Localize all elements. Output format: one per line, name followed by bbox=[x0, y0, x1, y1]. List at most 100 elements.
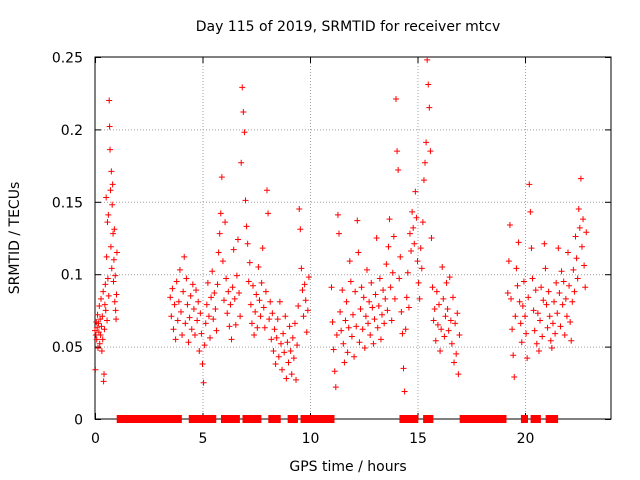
data-point bbox=[452, 320, 459, 327]
data-point bbox=[178, 308, 184, 315]
zero-value-bar bbox=[268, 415, 281, 423]
data-point bbox=[109, 181, 116, 188]
data-point bbox=[445, 327, 452, 334]
data-point bbox=[436, 301, 442, 308]
data-point bbox=[426, 104, 433, 111]
data-point bbox=[385, 243, 392, 250]
x-tick-label: 10 bbox=[302, 431, 320, 447]
data-point bbox=[100, 288, 107, 295]
zero-value-bar bbox=[399, 415, 419, 423]
data-point bbox=[345, 324, 352, 331]
data-point bbox=[578, 243, 585, 250]
data-point bbox=[194, 317, 201, 324]
data-point bbox=[414, 258, 421, 265]
data-point bbox=[301, 281, 308, 288]
data-point bbox=[251, 332, 258, 339]
data-point bbox=[554, 310, 561, 317]
data-point bbox=[298, 265, 305, 272]
data-point bbox=[526, 181, 533, 188]
data-point bbox=[187, 292, 194, 299]
data-point bbox=[451, 359, 458, 366]
data-point bbox=[302, 297, 309, 304]
data-point bbox=[339, 287, 346, 294]
data-point bbox=[110, 230, 117, 237]
data-point bbox=[294, 342, 301, 349]
data-point bbox=[530, 307, 537, 314]
data-point bbox=[382, 295, 389, 302]
data-point bbox=[260, 304, 267, 311]
y-tick-label: 0.25 bbox=[52, 51, 83, 67]
data-point bbox=[211, 290, 218, 297]
data-point bbox=[113, 249, 120, 256]
data-point bbox=[271, 326, 278, 333]
chart-title: Day 115 of 2019, SRMTID for receiver mtc… bbox=[196, 19, 501, 35]
data-point bbox=[555, 245, 562, 252]
data-point bbox=[376, 275, 383, 282]
data-point bbox=[416, 295, 423, 302]
data-point bbox=[552, 330, 559, 337]
data-point bbox=[522, 313, 528, 320]
data-point bbox=[181, 253, 188, 260]
data-point bbox=[112, 272, 119, 279]
data-point bbox=[274, 316, 281, 323]
data-point bbox=[517, 320, 524, 327]
data-point bbox=[367, 332, 374, 339]
data-point bbox=[396, 275, 403, 282]
data-point bbox=[283, 375, 290, 382]
data-point bbox=[207, 334, 214, 341]
data-point bbox=[538, 284, 545, 291]
data-point bbox=[244, 240, 251, 247]
zero-value-bar bbox=[116, 415, 182, 423]
data-point bbox=[424, 56, 431, 63]
data-point bbox=[209, 268, 216, 275]
data-point bbox=[541, 240, 548, 247]
data-point bbox=[199, 360, 206, 367]
data-point bbox=[546, 313, 553, 320]
data-point bbox=[361, 345, 368, 352]
data-point bbox=[191, 332, 198, 339]
data-point bbox=[106, 97, 113, 104]
data-point bbox=[431, 305, 438, 312]
data-point bbox=[511, 374, 518, 381]
data-point bbox=[440, 295, 447, 302]
data-point bbox=[573, 255, 580, 262]
data-point bbox=[515, 239, 522, 246]
zero-value-bar bbox=[545, 415, 559, 423]
grid-lines bbox=[95, 57, 611, 419]
data-point bbox=[233, 272, 240, 279]
data-point bbox=[444, 305, 451, 312]
data-point bbox=[269, 310, 276, 317]
data-point bbox=[103, 194, 110, 201]
data-point bbox=[196, 347, 203, 354]
data-point bbox=[168, 313, 175, 320]
data-point bbox=[448, 340, 455, 347]
data-point bbox=[186, 314, 193, 321]
data-point bbox=[504, 290, 511, 297]
data-point bbox=[295, 303, 302, 310]
data-point bbox=[539, 333, 546, 340]
data-point bbox=[531, 327, 538, 334]
data-point bbox=[434, 321, 441, 328]
data-point bbox=[305, 274, 312, 281]
data-point bbox=[574, 275, 581, 282]
data-point bbox=[218, 174, 225, 181]
data-point bbox=[286, 323, 293, 330]
data-point bbox=[291, 320, 298, 327]
data-point bbox=[262, 288, 269, 295]
data-point bbox=[252, 308, 259, 315]
data-point bbox=[576, 224, 583, 231]
data-point bbox=[93, 336, 100, 343]
data-point bbox=[106, 123, 113, 130]
data-point bbox=[406, 230, 413, 237]
data-point bbox=[353, 323, 360, 330]
data-point bbox=[394, 148, 401, 155]
data-point bbox=[405, 304, 412, 311]
data-point bbox=[215, 249, 222, 256]
data-point bbox=[219, 258, 226, 265]
data-point bbox=[195, 298, 202, 305]
data-point bbox=[112, 307, 119, 314]
data-point bbox=[284, 339, 291, 346]
data-point bbox=[518, 339, 525, 346]
data-point bbox=[543, 301, 550, 308]
data-point bbox=[234, 236, 241, 243]
